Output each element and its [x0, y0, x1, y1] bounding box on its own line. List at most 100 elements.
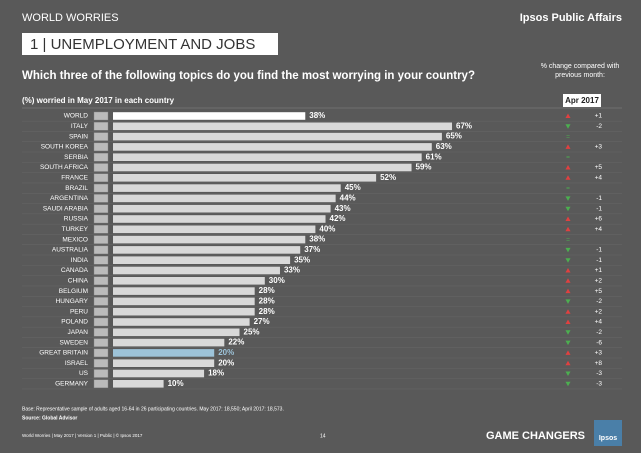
change-label: +4	[595, 226, 603, 233]
base-note: Base: Representative sample of adults ag…	[22, 406, 284, 412]
flag	[93, 379, 109, 388]
flag	[93, 369, 109, 378]
bar	[113, 380, 164, 388]
change-up	[565, 268, 571, 273]
value-label: 22%	[228, 338, 244, 347]
change-down	[565, 196, 571, 201]
value-label: 65%	[446, 132, 462, 141]
change-title: % change compared with previous month:	[540, 63, 620, 79]
value-label: 28%	[259, 286, 275, 295]
change-label: +5	[595, 288, 603, 295]
country-label: GERMANY	[55, 381, 89, 388]
flag	[93, 173, 109, 183]
value-label: 10%	[168, 379, 184, 388]
country-label: RUSSIA	[64, 216, 89, 223]
country-label: SERBIA	[64, 154, 89, 161]
country-label: SWEDEN	[59, 339, 88, 346]
value-label: 25%	[244, 327, 260, 336]
logo: Ipsos	[599, 435, 617, 442]
footer-meta: World Worries | May 2017 | Version 1 | P…	[22, 432, 143, 438]
country-label: TURKEY	[62, 226, 89, 233]
flag	[93, 256, 109, 265]
bar	[113, 132, 442, 141]
country-label: CANADA	[61, 267, 89, 274]
value-label: 33%	[284, 266, 300, 275]
subtitle: (%) worried in May 2017 in each country	[22, 96, 175, 105]
change-label: +2	[595, 278, 603, 285]
change-up	[565, 278, 571, 283]
period-box	[563, 94, 601, 107]
flag	[93, 317, 109, 327]
change-label: =	[566, 236, 570, 243]
change-up	[565, 226, 571, 232]
change-label: +3	[595, 144, 603, 151]
value-label: 42%	[330, 214, 346, 223]
period: Apr 2017	[565, 96, 599, 105]
value-label: 52%	[380, 173, 396, 182]
bar	[113, 338, 225, 347]
change-up	[565, 360, 571, 366]
change-label: -2	[596, 123, 602, 130]
country-label: US	[79, 370, 89, 377]
bar	[113, 153, 422, 161]
change-label: +3	[595, 350, 603, 357]
change-label: -6	[596, 339, 602, 346]
change-label: -1	[596, 195, 602, 202]
value-label: 43%	[335, 204, 351, 213]
bar	[113, 122, 453, 131]
change-down	[565, 381, 571, 387]
flag	[93, 235, 109, 244]
change-label: -2	[596, 329, 602, 336]
country-label: FRANCE	[61, 175, 88, 182]
flag	[93, 245, 109, 255]
change-label: =	[566, 185, 570, 192]
value-label: 45%	[345, 183, 361, 192]
country-label: SAUDI ARABIA	[43, 205, 89, 212]
flag	[93, 132, 109, 141]
value-label: 28%	[259, 307, 275, 316]
bar	[113, 307, 255, 316]
bar	[113, 266, 280, 275]
change-up	[565, 113, 571, 118]
change-down	[565, 340, 571, 346]
value-label: 38%	[309, 111, 325, 120]
value-label: 37%	[304, 245, 320, 254]
bar	[113, 194, 336, 203]
bar	[113, 163, 412, 172]
country-label: ARGENTINA	[50, 195, 89, 202]
value-label: 44%	[340, 194, 356, 203]
country-label: SOUTH KOREA	[41, 144, 89, 151]
bar	[113, 359, 215, 367]
flag	[93, 183, 109, 193]
bar	[113, 369, 205, 378]
tagline: GAME CHANGERS	[486, 430, 585, 442]
change-up	[565, 165, 571, 170]
flag	[93, 307, 109, 316]
bar	[113, 246, 301, 254]
change-up	[565, 309, 571, 314]
bar	[113, 235, 306, 244]
bar	[113, 215, 326, 223]
flag	[93, 266, 109, 275]
change-label: -1	[596, 257, 602, 264]
bar	[113, 287, 255, 295]
change-label: +1	[595, 113, 603, 120]
value-label: 20%	[218, 358, 234, 367]
country-label: SPAIN	[69, 133, 88, 140]
country-label: JAPAN	[68, 329, 89, 336]
flag	[93, 225, 109, 234]
change-label: -1	[596, 247, 602, 254]
value-label: 18%	[208, 369, 224, 378]
country-label: PERU	[70, 308, 88, 315]
bar	[113, 204, 331, 213]
change-label: -3	[596, 381, 602, 388]
change-up	[565, 350, 571, 355]
country-label: BELGIUM	[59, 288, 88, 295]
change-up	[565, 319, 571, 324]
change-label: =	[566, 133, 570, 140]
country-label: BRAZIL	[65, 185, 88, 192]
bar	[113, 256, 291, 264]
flag	[93, 338, 109, 347]
value-label: 35%	[294, 255, 310, 264]
bar	[113, 112, 306, 120]
